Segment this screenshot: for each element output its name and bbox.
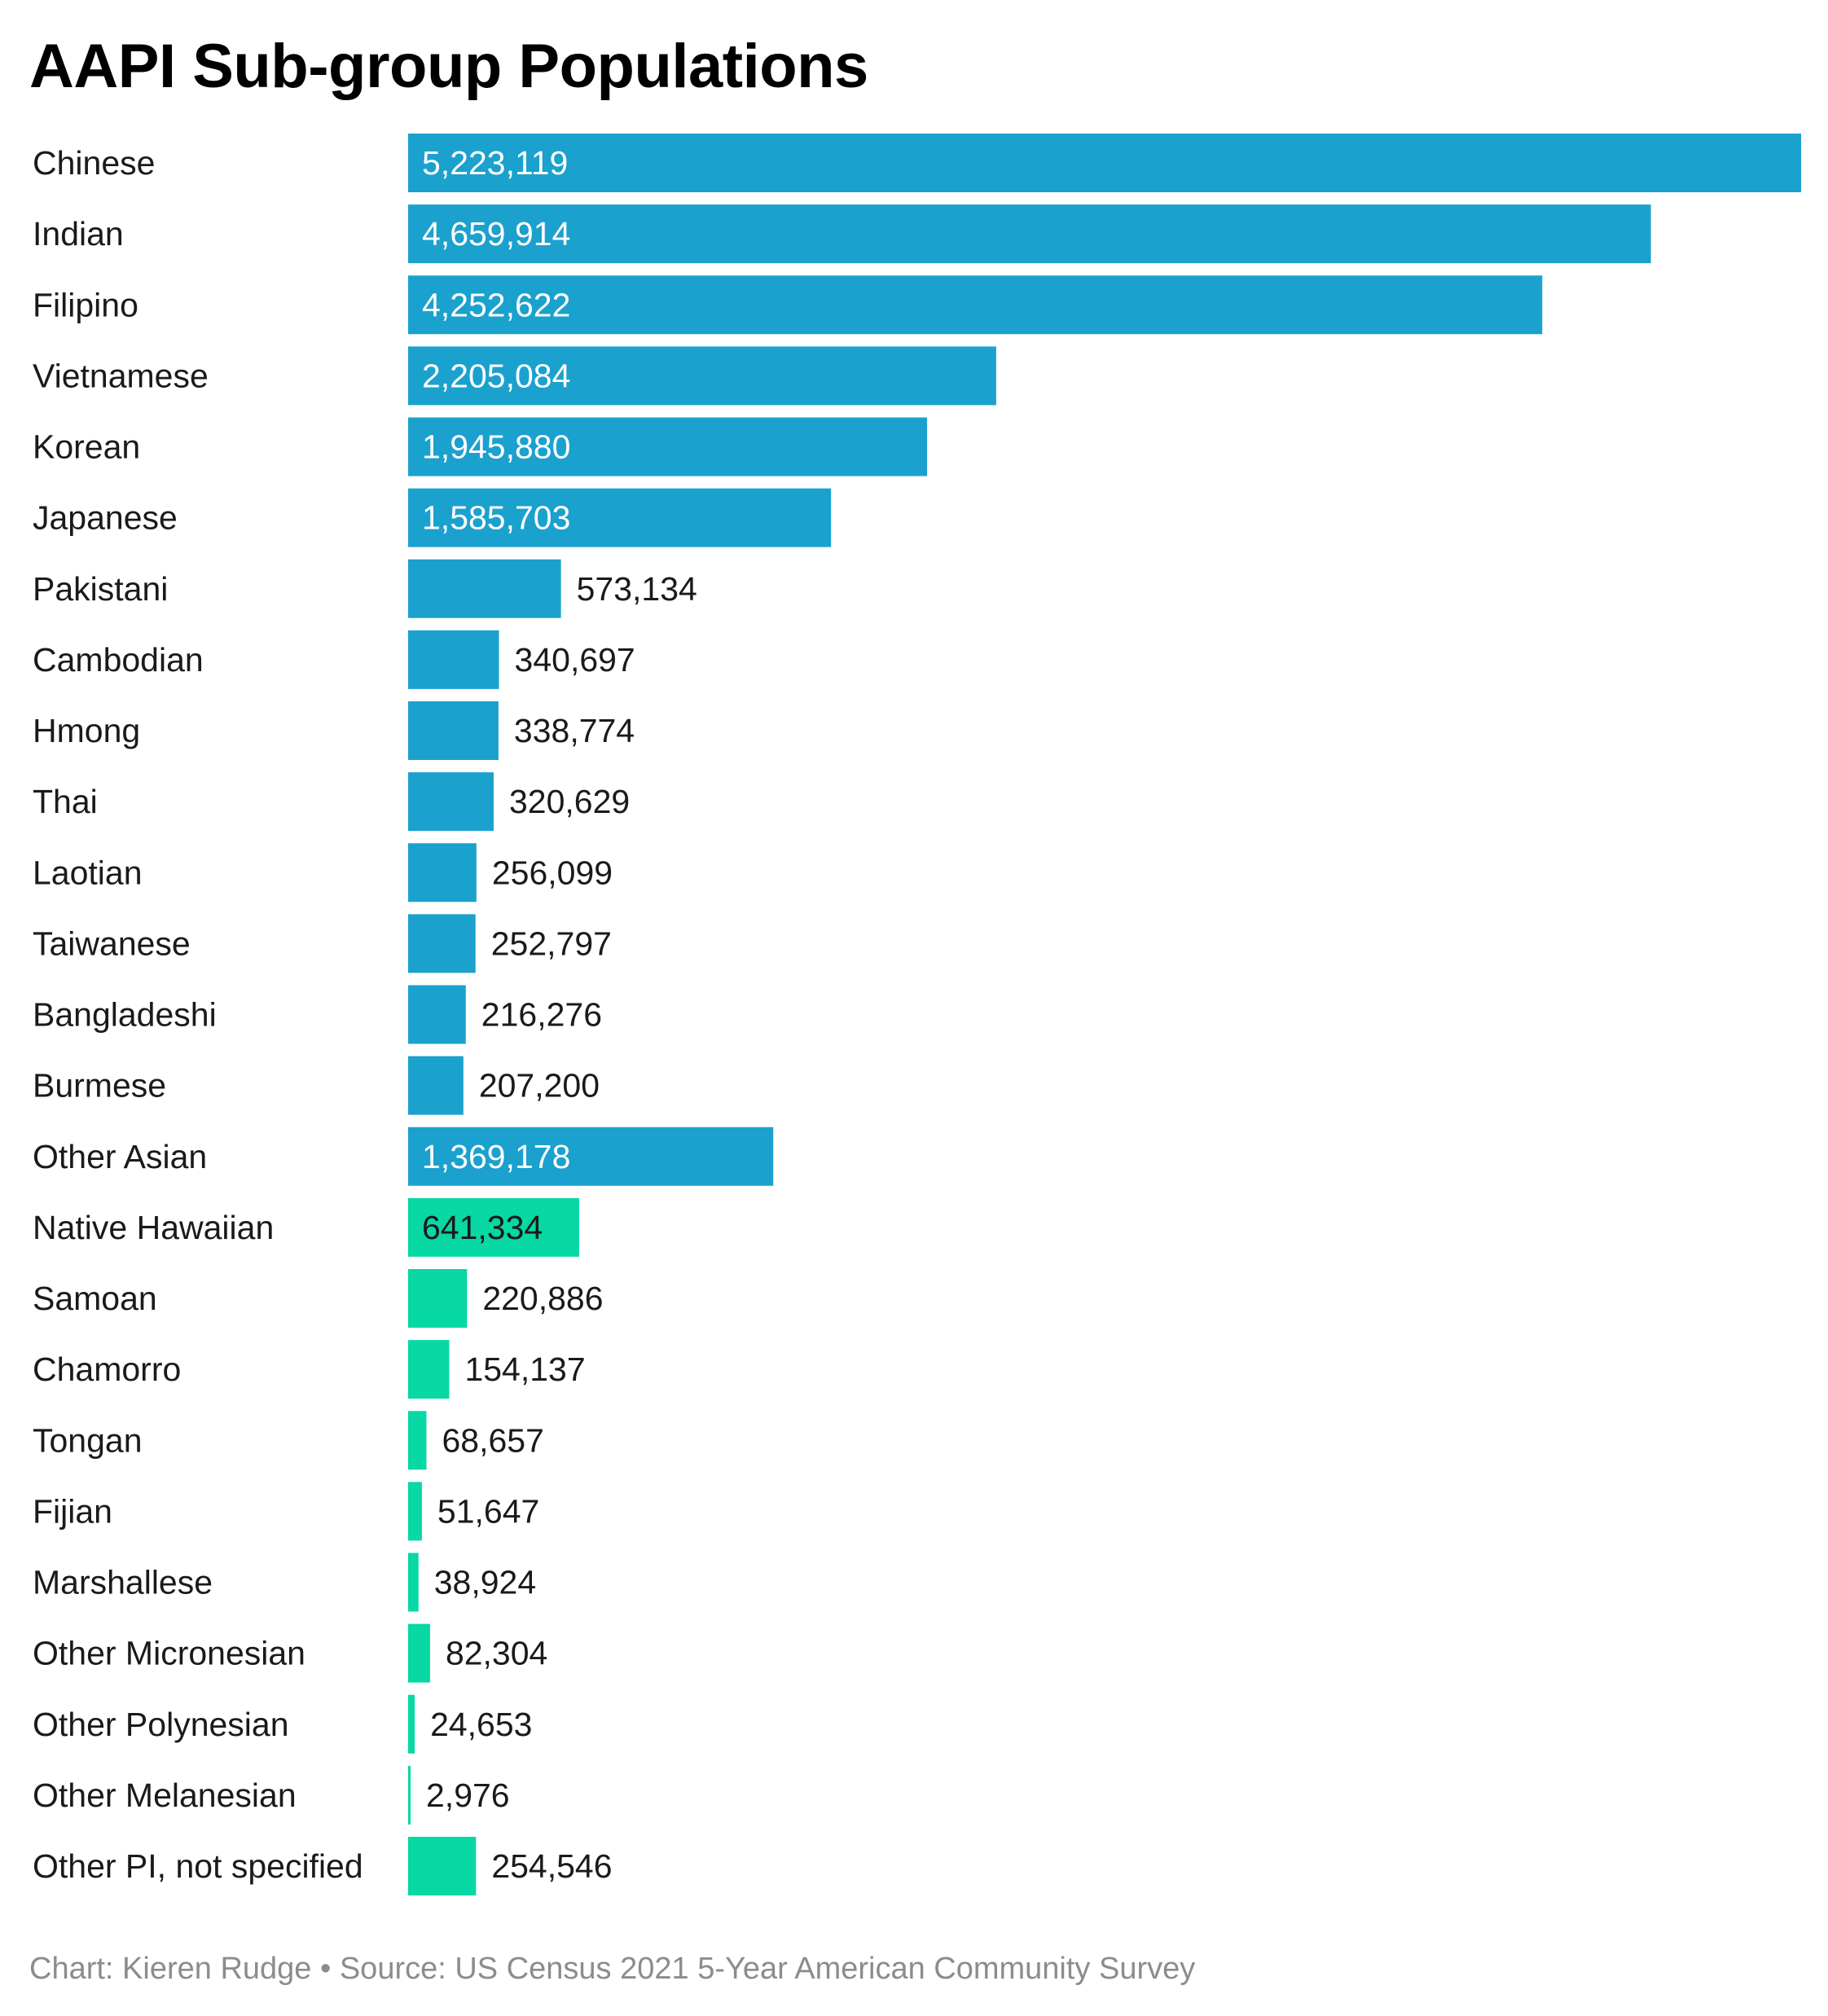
chart-source-footer: Chart: Kieren Rudge • Source: US Census … — [29, 1952, 1196, 1986]
value-label-laotian: 256,099 — [492, 854, 613, 891]
value-label-korean: 1,945,880 — [422, 428, 570, 466]
category-label-native-hawaiian: Native Hawaiian — [33, 1209, 274, 1246]
value-label-other-polynesian: 24,653 — [430, 1706, 532, 1743]
bar-chamorro — [408, 1340, 450, 1399]
value-label-taiwanese: 252,797 — [491, 925, 612, 962]
category-label-chinese: Chinese — [33, 144, 155, 182]
bar-pakistani — [408, 559, 561, 618]
value-label-other-asian: 1,369,178 — [422, 1138, 570, 1175]
bar-other-melanesian — [408, 1765, 411, 1825]
bar-filipino — [408, 275, 1543, 335]
bar-hmong — [408, 701, 499, 760]
category-label-laotian: Laotian — [33, 854, 143, 891]
bar-fijian — [408, 1482, 422, 1541]
category-label-burmese: Burmese — [33, 1067, 166, 1105]
category-label-tongan: Tongan — [33, 1421, 143, 1459]
value-label-tongan: 68,657 — [442, 1421, 543, 1459]
category-label-pakistani: Pakistani — [33, 570, 168, 608]
value-label-burmese: 207,200 — [479, 1067, 600, 1105]
bar-native-hawaiian — [408, 1197, 579, 1257]
value-label-indian: 4,659,914 — [422, 215, 570, 253]
bar-thai — [408, 772, 494, 832]
category-label-samoan: Samoan — [33, 1280, 157, 1317]
value-label-thai: 320,629 — [509, 783, 630, 820]
category-label-japanese: Japanese — [33, 499, 178, 537]
category-label-other-micronesian: Other Micronesian — [33, 1635, 305, 1672]
bar-other-polynesian — [408, 1694, 415, 1754]
bar-japanese — [408, 488, 832, 547]
category-label-marshallese: Marshallese — [33, 1564, 213, 1601]
category-label-other-polynesian: Other Polynesian — [33, 1706, 289, 1743]
value-label-filipino: 4,252,622 — [422, 286, 570, 323]
category-label-korean: Korean — [33, 428, 140, 466]
category-label-other-melanesian: Other Melanesian — [33, 1777, 297, 1814]
category-label-cambodian: Cambodian — [33, 641, 204, 679]
value-label-cambodian: 340,697 — [515, 641, 635, 679]
bar-taiwanese — [408, 914, 476, 973]
category-label-other-pi-not-specified: Other PI, not specified — [33, 1847, 363, 1885]
value-label-bangladeshi: 216,276 — [481, 996, 602, 1034]
category-label-fijian: Fijian — [33, 1492, 112, 1530]
value-label-japanese: 1,585,703 — [422, 499, 570, 537]
chart-title: AAPI Sub-group Populations — [29, 32, 868, 101]
bar-other-pi-not-specified — [408, 1837, 477, 1895]
value-label-hmong: 338,774 — [514, 712, 635, 749]
value-label-vietnamese: 2,205,084 — [422, 357, 570, 394]
value-label-other-melanesian: 2,976 — [426, 1777, 510, 1814]
value-label-marshallese: 38,924 — [434, 1564, 536, 1601]
bar-burmese — [408, 1056, 464, 1115]
category-label-chamorro: Chamorro — [33, 1351, 181, 1388]
value-label-samoan: 220,886 — [482, 1280, 603, 1317]
category-label-taiwanese: Taiwanese — [33, 925, 191, 962]
category-label-filipino: Filipino — [33, 286, 138, 323]
value-label-fijian: 51,647 — [437, 1492, 539, 1530]
category-label-thai: Thai — [33, 783, 98, 820]
category-label-indian: Indian — [33, 215, 124, 253]
category-label-bangladeshi: Bangladeshi — [33, 996, 217, 1034]
value-label-other-pi-not-specified: 254,546 — [491, 1847, 612, 1885]
bar-other-micronesian — [408, 1623, 430, 1683]
bar-other-asian — [408, 1127, 774, 1186]
value-labels: 5,223,119 4,659,914 4,252,622 2,205,084 1,94… — [422, 144, 697, 1885]
bar-chinese — [408, 134, 1801, 192]
value-label-native-hawaiian: 641,334 — [422, 1209, 543, 1246]
bar-marshallese — [408, 1553, 419, 1612]
category-label-hmong: Hmong — [33, 712, 140, 749]
category-label-vietnamese: Vietnamese — [33, 357, 209, 394]
category-label-other-asian: Other Asian — [33, 1138, 207, 1175]
category-labels: Chinese Indian Filipino Vietnamese Korean Jap… — [33, 144, 363, 1885]
bar-korean — [408, 417, 928, 477]
bar-vietnamese — [408, 346, 996, 406]
value-label-chinese: 5,223,119 — [422, 144, 568, 182]
bar-cambodian — [408, 630, 499, 689]
bar-samoan — [408, 1269, 468, 1328]
bar-indian — [408, 204, 1651, 264]
value-label-pakistani: 573,134 — [577, 570, 697, 608]
bar-laotian — [408, 843, 477, 903]
bar-bangladeshi — [408, 985, 466, 1044]
value-label-other-micronesian: 82,304 — [446, 1635, 547, 1672]
bar-tongan — [408, 1411, 427, 1470]
value-label-chamorro: 154,137 — [464, 1351, 585, 1388]
bars — [408, 134, 1801, 1895]
